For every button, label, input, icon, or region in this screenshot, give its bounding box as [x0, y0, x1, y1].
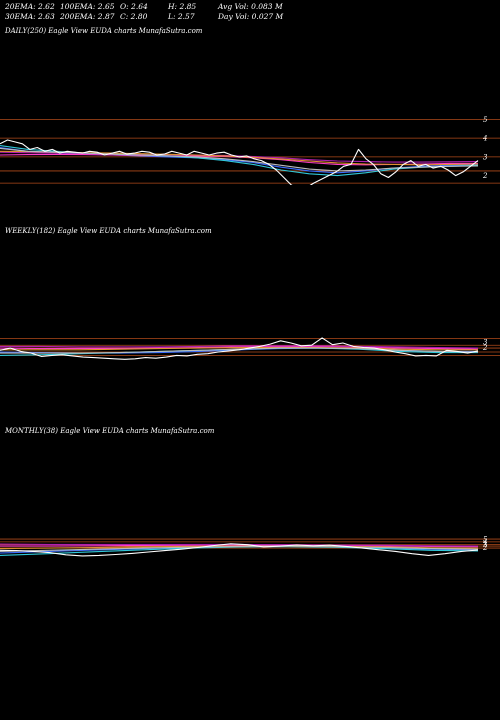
open-value: O: 2.64 [120, 2, 148, 11]
ema20-value: 20EMA: 2.62 [5, 2, 55, 11]
daily-y-tick-label: 4 [482, 135, 487, 143]
monthly-price-line [0, 543, 479, 557]
daily-y-tick-label: 5 [483, 116, 488, 124]
stats-block: 20EMA: 2.62 100EMA: 2.65 O: 2.64 H: 2.85 Avg… [5, 2, 283, 22]
ema200-value: 200EMA: 2.87 [60, 12, 115, 21]
stats-row-1: 20EMA: 2.62 100EMA: 2.65 O: 2.64 H: 2.85 Avg… [5, 2, 283, 12]
monthly-chart-title: MONTHLY(38) Eagle View EUDA charts Munaf… [5, 427, 215, 435]
daily-chart: 5 4 3 2 [0, 116, 500, 185]
weekly-ma-line-4 [0, 346, 478, 351]
weekly-ma-line-5 [0, 347, 479, 354]
weekly-ma-line-1 [0, 345, 479, 350]
monthly-y-tick-label: 3 [483, 541, 488, 549]
weekly-y-tick-label: 2 [482, 344, 488, 352]
monthly-ma-line-5 [0, 545, 479, 552]
stats-row-2: 30EMA: 2.63 200EMA: 2.87 C: 2.80 L: 2.57 Day… [5, 12, 283, 22]
daily-y-tick-label: 3 [483, 153, 488, 161]
monthly-y-tick-label: 5 [483, 536, 488, 544]
daily-y-tick-label: 2 [482, 172, 488, 180]
weekly-chart-title: WEEKLY(182) Eagle View EUDA charts Munaf… [5, 227, 212, 235]
monthly-y-tick-label: 2 [482, 544, 488, 552]
low-value: L: 2.57 [168, 12, 195, 21]
day-volume-value: Day Vol: 0.027 M [218, 12, 284, 21]
close-value: C: 2.80 [120, 12, 148, 21]
daily-chart-title: DAILY(250) Eagle View EUDA charts Munafa… [5, 27, 203, 35]
daily-price-line [0, 139, 479, 185]
monthly-ma-line-1 [0, 544, 479, 548]
weekly-price-line [0, 337, 479, 360]
high-value: H: 2.85 [168, 2, 197, 11]
ema100-value: 100EMA: 2.65 [60, 2, 115, 11]
weekly-ma-line-2 [0, 345, 479, 349]
weekly-y-tick-label: 3 [483, 338, 488, 346]
monthly-y-tick-label: 4 [482, 538, 487, 546]
ema30-value: 30EMA: 2.63 [5, 12, 55, 21]
avg-volume-value: Avg Vol: 0.083 M [218, 2, 283, 11]
weekly-chart: 32 [0, 337, 500, 360]
